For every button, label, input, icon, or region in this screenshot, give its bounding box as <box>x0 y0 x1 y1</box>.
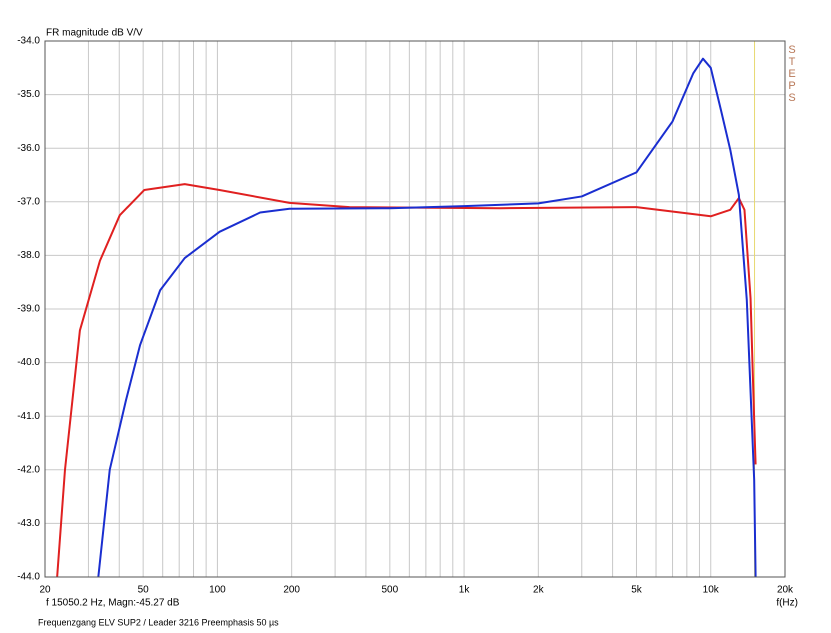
y-tick-label: -37.0 <box>17 196 40 207</box>
caption: Frequenzgang ELV SUP2 / Leader 3216 Pree… <box>38 617 279 627</box>
x-tick-label: 50 <box>138 585 150 596</box>
x-tick-label: 1k <box>459 585 471 596</box>
x-tick-label: 2k <box>533 585 545 596</box>
y-tick-label: -43.0 <box>17 518 40 529</box>
x-axis-label: f(Hz) <box>776 598 798 609</box>
plot-frame <box>44 40 786 578</box>
plot-data <box>56 41 757 577</box>
y-tick-label: -41.0 <box>17 411 40 422</box>
x-tick-label: 10k <box>703 585 720 596</box>
series-line <box>97 57 757 577</box>
y-tick-label: -44.0 <box>17 572 40 583</box>
x-tick-label: 20 <box>39 585 51 596</box>
cursor-readout: f 15050.2 Hz, Magn:-45.27 dB <box>46 598 180 609</box>
y-tick-label: -40.0 <box>17 357 40 368</box>
y-tick-label: -34.0 <box>17 36 40 47</box>
x-tick-label: 200 <box>283 585 300 596</box>
y-tick-label: -36.0 <box>17 143 40 154</box>
y-tick-label: -38.0 <box>17 250 40 261</box>
y-tick-label: -35.0 <box>17 89 40 100</box>
side-label: STEPS <box>786 44 798 104</box>
y-tick-label: -39.0 <box>17 304 40 315</box>
x-tick-label: 20k <box>777 585 794 596</box>
x-tick-label: 500 <box>381 585 398 596</box>
y-tick-label: -42.0 <box>17 464 40 475</box>
x-tick-label: 100 <box>209 585 226 596</box>
y-axis-label: FR magnitude dB V/V <box>46 28 143 39</box>
series-line <box>56 183 757 577</box>
x-tick-label: 5k <box>631 585 643 596</box>
